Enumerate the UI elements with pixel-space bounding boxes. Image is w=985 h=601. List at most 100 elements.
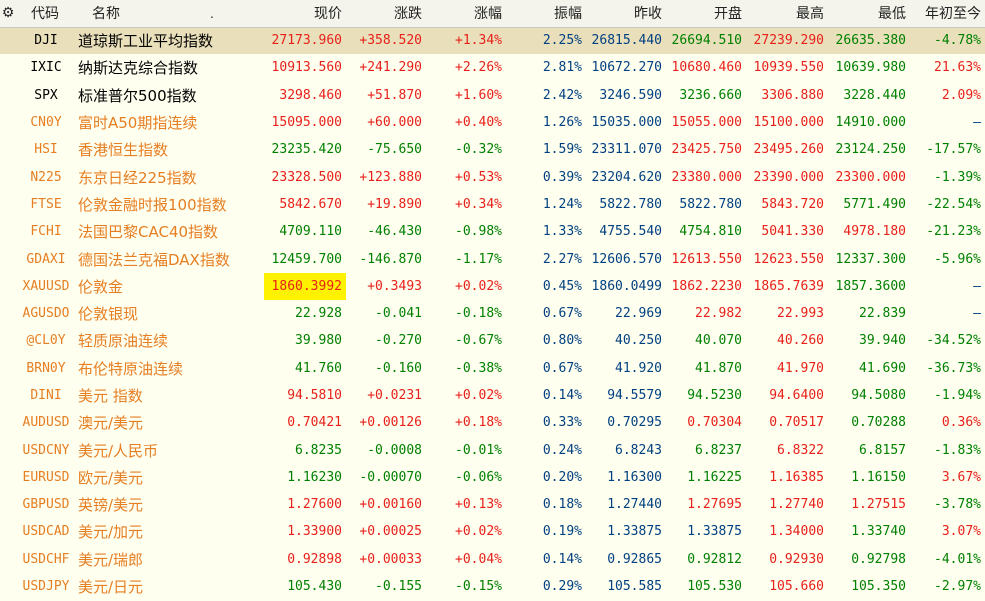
row-gutter: [0, 27, 16, 54]
col-header-open[interactable]: 开盘: [666, 0, 746, 28]
prev-cell: 26815.440: [591, 33, 662, 49]
code-cell: SPX: [34, 87, 58, 103]
col-header-low[interactable]: 最低: [828, 0, 910, 28]
table-row[interactable]: XAUUSD 伦敦金 1860.3992 +0.3493 +0.02% 0.45% 1860…: [0, 272, 985, 300]
code-cell: USDJPY: [22, 579, 70, 595]
ytd-cell: -1.39%: [934, 169, 981, 185]
price-cell: 0.70421: [287, 415, 342, 431]
change-cell: +0.00033: [359, 551, 422, 567]
table-row[interactable]: FTSE 伦敦金融时报100指数 5842.670 +19.890 +0.34% 1.24…: [0, 191, 985, 218]
table-row[interactable]: FCHI 法国巴黎CAC40指数 4709.110 -46.430 -0.98% 1.33…: [0, 218, 985, 245]
ytd-cell: -1.83%: [934, 442, 981, 458]
table-row[interactable]: CN0Y 富时A50期指连续 15095.000 +60.000 +0.40% 1.26%…: [0, 109, 985, 136]
amp-cell: 0.80%: [542, 333, 582, 349]
amp-cell: 1.24%: [542, 196, 582, 212]
ytd-cell: -4.78%: [934, 33, 981, 49]
table-row[interactable]: BRN0Y 布伦特原油连续 41.760 -0.160 -0.38% 0.67% 41.92…: [0, 355, 985, 382]
price-cell: 23235.420: [271, 142, 342, 158]
name-cell: 布伦特原油连续: [78, 359, 184, 378]
table-row[interactable]: USDCNY 美元/人民币 6.8235 -0.0008 -0.01% 0.24% 6.82…: [0, 436, 985, 463]
table-row[interactable]: SPX 标准普尔500指数 3298.460 +51.870 +1.60% 2.42% 32…: [0, 82, 985, 109]
high-cell: 10939.550: [753, 60, 824, 76]
pct-cell: -0.18%: [455, 306, 502, 322]
code-cell: FCHI: [30, 224, 62, 240]
price-cell: 1.33900: [287, 524, 342, 540]
code-cell: USDCAD: [22, 524, 70, 540]
col-header-pct[interactable]: 涨幅: [426, 0, 506, 28]
amp-cell: 1.26%: [542, 115, 582, 131]
col-header-high[interactable]: 最高: [746, 0, 828, 28]
low-cell: 1857.3600: [835, 278, 906, 294]
amp-cell: 0.67%: [542, 306, 582, 322]
open-cell: 1.16225: [687, 469, 742, 485]
open-cell: 23380.000: [671, 169, 742, 185]
high-cell: 22.993: [777, 306, 824, 322]
col-header-ytd[interactable]: 年初至今: [910, 0, 985, 28]
change-cell: +51.870: [367, 87, 422, 103]
ytd-cell: –: [973, 278, 981, 294]
low-cell: 10639.980: [835, 60, 906, 76]
ytd-cell: -3.78%: [934, 497, 981, 513]
table-row[interactable]: GDAXI 德国法兰克福DAX指数 12459.700 -146.870 -1.17% 2…: [0, 245, 985, 272]
col-header-code[interactable]: 代码: [16, 0, 74, 28]
low-cell: 4978.180: [843, 224, 906, 240]
table-row[interactable]: AUDUSD 澳元/美元 0.70421 +0.00126 +0.18% 0.33% 0.7…: [0, 409, 985, 436]
name-cell: 法国巴黎CAC40指数: [78, 223, 219, 242]
price-cell: 10913.560: [271, 60, 342, 76]
high-cell: 12623.550: [753, 251, 824, 267]
amp-cell: 0.14%: [542, 551, 582, 567]
table-row[interactable]: GBPUSD 英镑/美元 1.27600 +0.00160 +0.13% 0.18% 1.2…: [0, 491, 985, 518]
table-row[interactable]: IXIC 纳斯达克综合指数 10913.560 +241.290 +2.26% 2.81%…: [0, 54, 985, 81]
table-row[interactable]: N225 东京日经225指数 23328.500 +123.880 +0.53% 0.39…: [0, 163, 985, 190]
table-row[interactable]: DJI 道琼斯工业平均指数 27173.960 +358.520 +1.34% 2.25%…: [0, 27, 985, 55]
col-header-amp[interactable]: 振幅: [506, 0, 586, 28]
open-cell: 105.530: [687, 579, 742, 595]
col-header-prev[interactable]: 昨收: [586, 0, 666, 28]
table-row[interactable]: USDCHF 美元/瑞郎 0.92898 +0.00033 +0.04% 0.14% 0.9…: [0, 546, 985, 573]
col-header-price[interactable]: 现价: [264, 0, 346, 28]
code-cell: AGUSDO: [22, 306, 70, 322]
amp-cell: 0.20%: [542, 469, 582, 485]
row-gutter: [0, 109, 16, 136]
high-cell: 1.34000: [769, 524, 824, 540]
table-row[interactable]: USDCAD 美元/加元 1.33900 +0.00025 +0.02% 0.19% 1.3…: [0, 518, 985, 545]
open-cell: 1862.2230: [671, 278, 742, 294]
prev-cell: 1.16300: [607, 469, 662, 485]
table-row[interactable]: AGUSDO 伦敦银现 22.928 -0.041 -0.18% 0.67% 22.969 2…: [0, 300, 985, 327]
prev-cell: 23311.070: [591, 142, 662, 158]
open-cell: 3236.660: [679, 87, 742, 103]
col-header-name[interactable]: 名称.: [74, 0, 264, 28]
low-cell: 0.92798: [851, 551, 906, 567]
high-cell: 6.8322: [777, 442, 824, 458]
price-cell: 12459.700: [271, 251, 342, 267]
change-cell: -0.041: [375, 306, 422, 322]
row-gutter: [0, 464, 16, 491]
col-header-change[interactable]: 涨跌: [346, 0, 426, 28]
table-row[interactable]: EURUSD 欧元/美元 1.16230 -0.00070 -0.06% 0.20% 1.1…: [0, 464, 985, 491]
open-cell: 10680.460: [671, 60, 742, 76]
open-cell: 12613.550: [671, 251, 742, 267]
prev-cell: 40.250: [615, 333, 662, 349]
prev-cell: 15035.000: [591, 115, 662, 131]
pct-cell: -0.98%: [455, 224, 502, 240]
amp-cell: 2.42%: [542, 87, 582, 103]
gear-icon[interactable]: ⚙: [0, 0, 16, 28]
name-cell: 英镑/美元: [78, 496, 144, 515]
pct-cell: +0.02%: [455, 278, 502, 294]
table-row[interactable]: HSI 香港恒生指数 23235.420 -75.650 -0.32% 1.59% 2331…: [0, 136, 985, 163]
ytd-cell: -1.94%: [934, 388, 981, 403]
low-cell: 1.27515: [851, 497, 906, 513]
table-row[interactable]: @CL0Y 轻质原油连续 39.980 -0.270 -0.67% 0.80% 40.250…: [0, 327, 985, 354]
table-row[interactable]: USDJPY 美元/日元 105.430 -0.155 -0.15% 0.29% 105.5…: [0, 573, 985, 600]
prev-cell: 23204.620: [591, 169, 662, 185]
pct-cell: -0.06%: [455, 469, 502, 485]
prev-cell: 10672.270: [591, 60, 662, 76]
low-cell: 41.690: [859, 360, 906, 376]
ytd-cell: 3.07%: [941, 524, 981, 540]
high-cell: 1.27740: [769, 497, 824, 513]
ytd-cell: -2.97%: [934, 579, 981, 595]
change-cell: +0.0231: [367, 388, 422, 403]
amp-cell: 0.24%: [542, 442, 582, 458]
table-row[interactable]: DINI 美元 指数 94.5810 +0.0231 +0.02% 0.14% 94.557…: [0, 382, 985, 409]
name-cell: 纳斯达克综合指数: [78, 59, 199, 78]
